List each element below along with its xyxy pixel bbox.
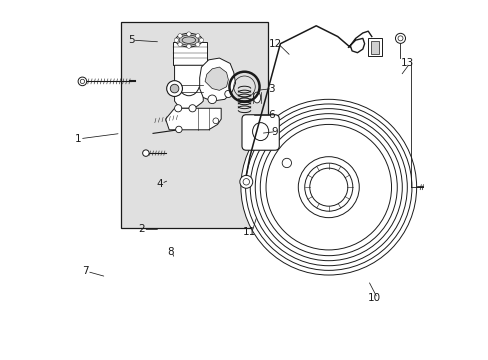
Text: 3: 3 xyxy=(267,84,274,94)
Text: 8: 8 xyxy=(167,247,174,257)
Text: 1: 1 xyxy=(75,134,81,144)
Polygon shape xyxy=(174,65,203,108)
Circle shape xyxy=(241,99,416,275)
Circle shape xyxy=(175,126,182,133)
Bar xyxy=(121,22,267,228)
Text: 2: 2 xyxy=(139,225,145,234)
Polygon shape xyxy=(199,58,235,101)
Circle shape xyxy=(178,34,182,38)
Text: 6: 6 xyxy=(267,111,274,121)
Circle shape xyxy=(224,90,231,98)
Circle shape xyxy=(265,125,391,250)
Circle shape xyxy=(186,32,191,36)
Circle shape xyxy=(188,105,196,112)
Text: 12: 12 xyxy=(268,39,282,49)
Circle shape xyxy=(166,81,182,96)
Circle shape xyxy=(207,95,216,104)
Circle shape xyxy=(78,77,86,86)
Circle shape xyxy=(142,150,149,156)
Text: 10: 10 xyxy=(367,293,381,303)
Polygon shape xyxy=(204,67,228,90)
Ellipse shape xyxy=(175,33,202,47)
Circle shape xyxy=(431,184,438,191)
Circle shape xyxy=(186,44,191,48)
Bar xyxy=(370,41,379,54)
Circle shape xyxy=(170,84,179,93)
Text: 11: 11 xyxy=(242,227,255,237)
Text: 5: 5 xyxy=(128,35,134,45)
Circle shape xyxy=(282,158,291,168)
Circle shape xyxy=(195,34,200,38)
Circle shape xyxy=(199,38,203,42)
Circle shape xyxy=(178,42,182,46)
Bar xyxy=(172,42,206,65)
Text: 7: 7 xyxy=(82,266,89,276)
Circle shape xyxy=(395,33,405,43)
Circle shape xyxy=(195,42,200,46)
Text: 4: 4 xyxy=(156,179,163,189)
Bar xyxy=(367,39,381,56)
Circle shape xyxy=(239,175,252,188)
Polygon shape xyxy=(165,108,221,130)
Text: 9: 9 xyxy=(271,127,278,136)
Text: 13: 13 xyxy=(400,58,413,68)
Ellipse shape xyxy=(253,92,260,103)
FancyBboxPatch shape xyxy=(242,115,279,150)
Circle shape xyxy=(174,105,182,112)
Circle shape xyxy=(174,38,178,42)
